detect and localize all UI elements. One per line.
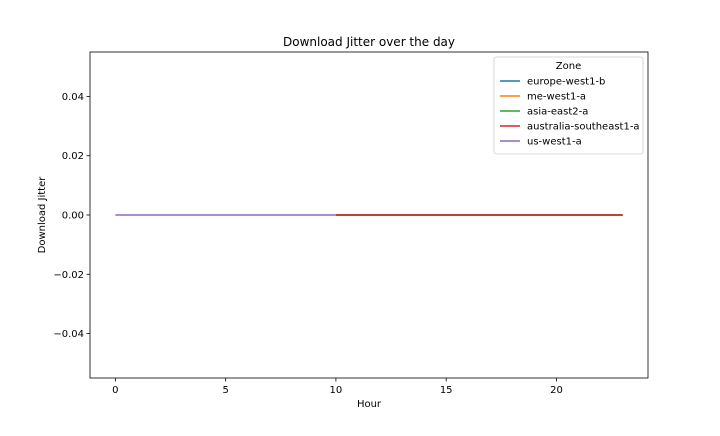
- x-tick-label: 10: [330, 385, 343, 396]
- legend-entry-label: me-west1-a: [527, 92, 586, 103]
- chart-title: Download Jitter over the day: [283, 35, 455, 49]
- legend-title: Zone: [556, 61, 581, 72]
- y-axis: −0.04 −0.02 0.00 0.02 0.04: [53, 92, 90, 340]
- legend-entry-label: australia-southeast1-a: [527, 122, 640, 133]
- legend-entry-label: asia-east2-a: [527, 107, 588, 118]
- x-tick-label: 15: [440, 385, 453, 396]
- y-tick-label: 0.04: [62, 92, 84, 103]
- y-tick-label: −0.02: [53, 270, 84, 281]
- y-tick-label: −0.04: [53, 329, 84, 340]
- x-tick-label: 0: [112, 385, 118, 396]
- x-axis-label: Hour: [357, 399, 382, 410]
- y-tick-label: 0.02: [62, 151, 84, 162]
- y-axis-label: Download Jitter: [37, 176, 48, 254]
- legend-entry-label: europe-west1-b: [527, 77, 605, 88]
- x-tick-label: 20: [550, 385, 563, 396]
- legend-entry-label: us-west1-a: [527, 137, 582, 148]
- x-tick-label: 5: [222, 385, 228, 396]
- legend: Zone europe-west1-b me-west1-a asia-east2-a…: [493, 56, 644, 155]
- y-tick-label: 0.00: [62, 211, 84, 222]
- legend-box: [493, 56, 644, 155]
- x-axis: 0 5 10 15 20: [112, 378, 563, 396]
